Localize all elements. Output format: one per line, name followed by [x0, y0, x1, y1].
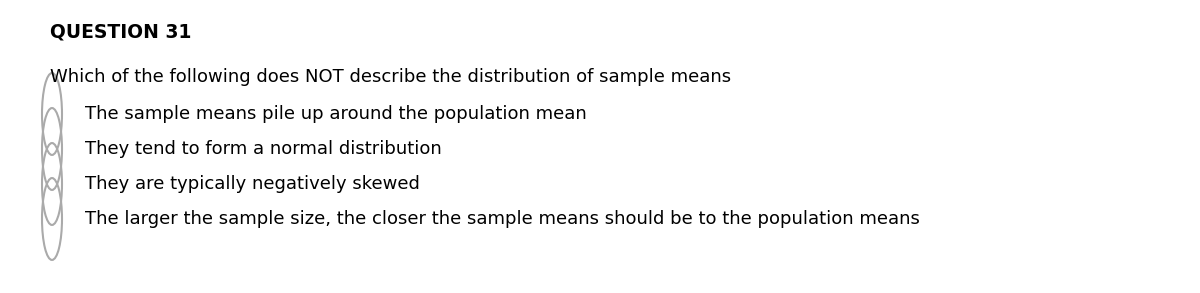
Text: They tend to form a normal distribution: They tend to form a normal distribution: [85, 140, 442, 158]
Text: They are typically negatively skewed: They are typically negatively skewed: [85, 175, 420, 193]
Text: The larger the sample size, the closer the sample means should be to the populat: The larger the sample size, the closer t…: [85, 210, 920, 228]
Text: The sample means pile up around the population mean: The sample means pile up around the popu…: [85, 105, 587, 123]
Text: Which of the following does NOT describe the distribution of sample means: Which of the following does NOT describe…: [50, 68, 731, 86]
Text: QUESTION 31: QUESTION 31: [50, 23, 191, 42]
